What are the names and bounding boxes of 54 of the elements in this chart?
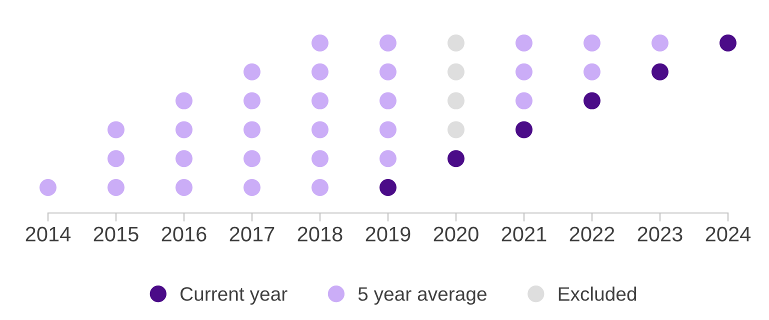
point: [583, 63, 601, 80]
x-tick-label: 2017: [230, 226, 274, 242]
x-tick-label: 2018: [298, 226, 342, 242]
point: [515, 92, 533, 110]
point: [379, 92, 397, 110]
legend-label: Current year: [180, 287, 288, 305]
x-tick-label: 2023: [638, 226, 682, 242]
point: [311, 178, 329, 196]
x-tick-label: 2020: [434, 226, 478, 242]
x-tick-label: 2014: [26, 226, 71, 242]
point: [379, 121, 397, 138]
point: [583, 92, 601, 110]
point: [447, 63, 465, 80]
point: [107, 150, 125, 168]
point: [447, 34, 465, 52]
point: [311, 121, 329, 138]
point: [447, 121, 465, 138]
point: [243, 121, 261, 138]
point: [175, 121, 193, 138]
point: [379, 178, 397, 196]
point: [243, 92, 261, 110]
point: [175, 92, 193, 110]
point: [107, 121, 125, 138]
x-tick-label: 2019: [366, 226, 410, 242]
point: [583, 34, 601, 52]
point: [447, 150, 465, 168]
point: [175, 150, 193, 168]
point: [515, 63, 533, 80]
legend-label: Excluded: [558, 286, 636, 301]
point: [447, 92, 465, 110]
point: [379, 150, 397, 168]
point: [243, 63, 261, 80]
point: [311, 34, 329, 52]
point: [379, 34, 397, 52]
point: [107, 178, 125, 196]
point: [651, 63, 669, 80]
point: [515, 121, 533, 138]
point: [243, 178, 261, 196]
point: [311, 63, 329, 80]
point: [311, 92, 329, 110]
point: [311, 150, 329, 168]
x-tick-label: 2022: [570, 226, 614, 242]
point: [515, 34, 533, 52]
point: [379, 63, 397, 80]
legend-label: 5 year average: [358, 287, 486, 305]
point: [39, 178, 57, 196]
point: [651, 34, 669, 52]
x-tick-label: 2015: [94, 226, 138, 242]
point: [243, 150, 261, 168]
x-tick-label: 2024: [706, 226, 751, 242]
x-tick-label: 2016: [162, 226, 206, 242]
point: [175, 178, 193, 196]
x-tick-label: 2021: [502, 226, 546, 242]
point: [719, 34, 737, 52]
